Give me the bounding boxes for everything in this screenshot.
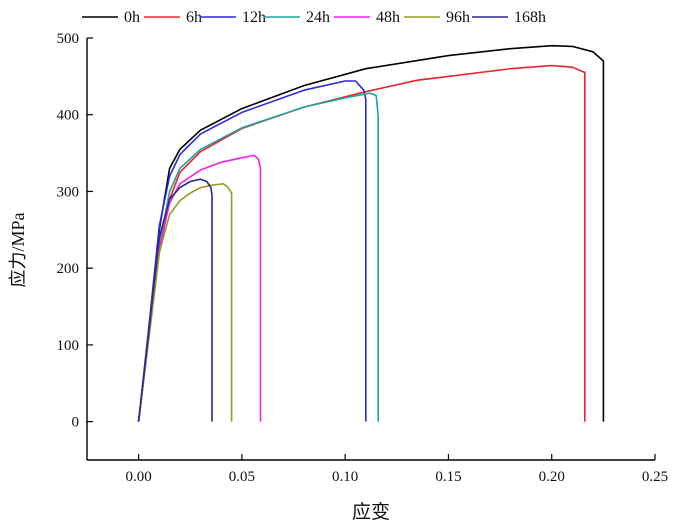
series-line-168h [137, 178, 213, 422]
legend-label-0h: 0h [124, 9, 140, 26]
series-line-96h [137, 183, 233, 422]
y-tick-label: 200 [57, 261, 80, 277]
series-line-6h [137, 64, 586, 422]
series-line-0h [137, 44, 605, 422]
y-tick-label: 500 [57, 31, 80, 47]
y-tick-label: 300 [57, 184, 80, 200]
x-axis-label: 应变 [352, 501, 390, 523]
x-tick-label: 0.00 [126, 469, 152, 485]
x-tick-label: 0.20 [539, 469, 565, 485]
x-tick-label: 0.15 [435, 469, 461, 485]
series-line-12h [137, 80, 367, 422]
y-tick-label: 0 [72, 415, 80, 431]
axes: 0.00 0.05 0.10 0.15 0.20 0.25 0 100 200 300 400 500 [57, 31, 669, 485]
plot-area [137, 44, 605, 422]
legend-label-48h: 48h [376, 9, 400, 26]
x-tick-label: 0.10 [332, 469, 358, 485]
y-axis-label: 应力/MPa [8, 212, 28, 287]
series-line-48h [137, 154, 262, 422]
legend-label-24h: 24h [306, 9, 330, 26]
series-line-24h [137, 92, 379, 422]
legend-label-96h: 96h [446, 9, 470, 26]
legend: 0h 6h 12h 24h 48h 96h 168h [82, 9, 546, 26]
legend-label-12h: 12h [242, 9, 266, 26]
x-tick-label: 0.25 [642, 469, 668, 485]
x-tick-label: 0.05 [229, 469, 255, 485]
y-tick-label: 100 [57, 338, 80, 354]
y-tick-label: 400 [57, 108, 80, 124]
legend-label-168h: 168h [514, 9, 546, 26]
legend-label-6h: 6h [186, 9, 202, 26]
